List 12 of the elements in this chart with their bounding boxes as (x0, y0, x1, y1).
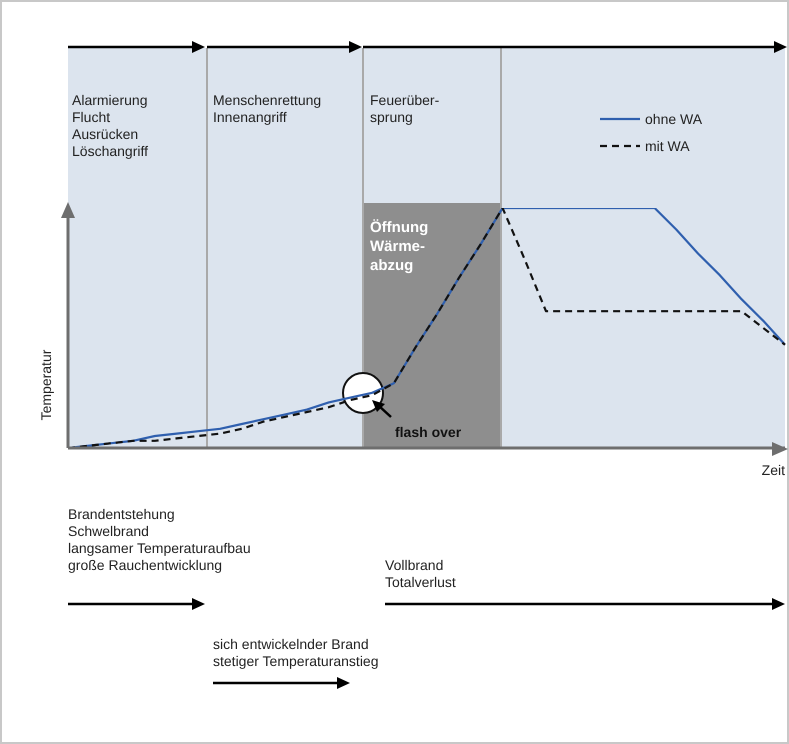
text: Alarmierung Flucht Ausrücken Löschangriff (72, 92, 148, 160)
y-axis-title: Temperatur (38, 350, 54, 420)
annotation: Öffnung Wärme- abzug (370, 218, 428, 275)
text: sich entwickelnder Brand stetiger Temperaturanstieg (213, 636, 378, 670)
text: Brandentstehung Schwelbrand langsamer Temperaturaufbau große Rauchentwicklung (68, 506, 251, 574)
text: Vollbrand Totalverlust (385, 557, 456, 591)
text: Menschenrettung Innenangriff (213, 92, 322, 126)
text: Feuerüber- sprung (370, 92, 440, 126)
legend-label: ohne WA (645, 111, 703, 127)
annotation: flash over (395, 424, 462, 441)
legend-label: mit WA (645, 138, 690, 154)
x-axis-title: Zeit (762, 462, 785, 478)
